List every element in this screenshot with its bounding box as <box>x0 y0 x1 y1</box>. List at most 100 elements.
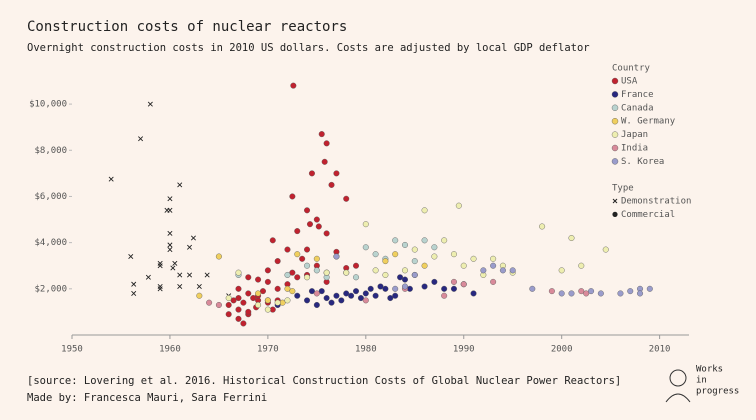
point <box>225 295 232 302</box>
point <box>235 285 242 292</box>
point <box>255 290 262 297</box>
demonstration-point <box>177 283 183 290</box>
point <box>321 158 328 165</box>
x-tick-label: 2000 <box>551 345 573 355</box>
point <box>372 292 379 299</box>
point <box>264 297 271 304</box>
point <box>431 244 438 251</box>
point <box>401 241 408 248</box>
point <box>382 285 389 292</box>
point <box>499 267 506 274</box>
demonstration-point <box>167 230 173 236</box>
point <box>240 320 247 327</box>
point <box>372 267 379 274</box>
point <box>299 255 306 262</box>
point <box>548 288 555 295</box>
point <box>450 251 457 258</box>
demonstration-point <box>167 242 173 248</box>
point <box>215 301 222 308</box>
logo-text: progress <box>696 387 739 397</box>
point <box>617 290 624 297</box>
point <box>245 308 252 315</box>
legend-label: Japan <box>621 130 648 140</box>
demonstration-point <box>172 260 178 266</box>
point <box>315 223 322 230</box>
point <box>264 278 271 285</box>
point <box>367 285 374 292</box>
point <box>401 283 408 290</box>
legend-swatch <box>611 77 619 85</box>
point <box>294 251 301 258</box>
point <box>450 278 457 285</box>
legend-swatch <box>611 91 619 98</box>
point <box>539 223 546 230</box>
point <box>284 246 291 253</box>
point <box>338 297 345 304</box>
point <box>250 295 257 302</box>
legend-marker <box>612 211 618 217</box>
point <box>529 285 536 292</box>
demonstration-point <box>177 272 183 278</box>
point <box>362 244 369 251</box>
point <box>646 285 653 292</box>
demonstration-point <box>170 265 176 271</box>
point <box>348 292 355 299</box>
point <box>313 216 320 223</box>
legend-label: India <box>621 144 648 154</box>
point <box>588 288 595 295</box>
legend-label: Commercial <box>621 210 675 220</box>
legend-swatch <box>611 117 619 125</box>
point <box>490 255 497 262</box>
point <box>411 271 418 278</box>
point <box>480 267 487 274</box>
point <box>313 255 320 262</box>
point <box>362 297 369 304</box>
point <box>289 269 296 276</box>
point <box>318 288 325 295</box>
point <box>284 297 291 304</box>
demonstration-point <box>138 136 144 142</box>
x-tick-label: 2010 <box>649 345 671 355</box>
point <box>441 285 448 292</box>
point <box>460 281 467 288</box>
point <box>602 246 609 253</box>
point <box>304 274 311 281</box>
legend-label: Demonstration <box>621 197 691 207</box>
x-tick-label: 1980 <box>355 345 377 355</box>
legend-swatch <box>611 144 619 152</box>
point <box>294 292 301 299</box>
logo-text: Works <box>696 365 723 375</box>
y-tick-label: $8,000 <box>34 146 67 156</box>
point <box>509 267 516 274</box>
point <box>284 285 291 292</box>
point <box>583 290 590 297</box>
point <box>431 253 438 260</box>
demonstration-point <box>157 263 163 269</box>
demonstration-point <box>128 253 134 260</box>
y-tick-label: $4,000 <box>34 238 67 248</box>
point <box>230 297 237 304</box>
demonstration-point <box>145 274 151 280</box>
point <box>637 290 644 297</box>
point <box>294 228 301 235</box>
point <box>578 288 585 295</box>
point <box>333 292 340 299</box>
point <box>357 295 364 302</box>
point <box>382 258 389 265</box>
point <box>255 276 262 283</box>
point <box>289 288 296 295</box>
demonstration-point <box>167 207 173 213</box>
point <box>353 288 360 295</box>
point <box>421 207 428 214</box>
x-tick-label: 1950 <box>61 345 83 355</box>
point <box>274 285 281 292</box>
legend-swatch <box>611 158 619 165</box>
point <box>313 290 320 297</box>
point <box>450 285 457 292</box>
point <box>401 267 408 274</box>
source: [source: Lovering et al. 2016. Historica… <box>27 375 621 387</box>
legend-title: Country <box>612 64 651 74</box>
point <box>490 278 497 285</box>
